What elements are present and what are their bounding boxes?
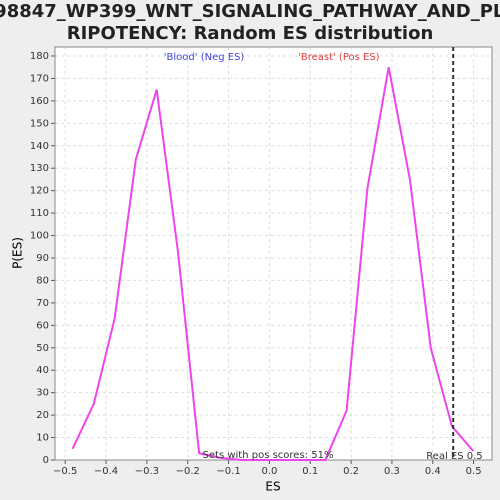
x-tick-label: 0.1 bbox=[302, 466, 318, 477]
y-tick-label: 70 bbox=[36, 298, 49, 309]
y-tick-label: 10 bbox=[36, 433, 49, 444]
x-axis-label: ES bbox=[265, 480, 280, 494]
y-tick-label: 110 bbox=[30, 208, 49, 219]
x-tick-label: 0.3 bbox=[384, 466, 400, 477]
y-tick-label: 30 bbox=[36, 388, 49, 399]
y-tick-label: 150 bbox=[30, 118, 49, 129]
y-tick-label: 40 bbox=[36, 365, 49, 376]
y-tick-label: 120 bbox=[30, 186, 49, 197]
x-tick-label: 0.2 bbox=[343, 466, 359, 477]
y-tick-label: 60 bbox=[36, 320, 49, 331]
real-es-label: Real ES 0.5 bbox=[426, 451, 482, 462]
y-tick-label: 140 bbox=[30, 141, 49, 152]
pos-label: 'Breast' (Pos ES) bbox=[298, 52, 380, 63]
x-tick-label: 0.4 bbox=[425, 466, 441, 477]
plot-area bbox=[55, 47, 492, 460]
y-tick-label: 0 bbox=[43, 455, 49, 466]
series-line bbox=[71, 67, 474, 461]
chart-title: 198847_WP399_WNT_SIGNALING_PATHWAY_AND_P… bbox=[0, 1, 500, 22]
y-tick-label: 160 bbox=[30, 96, 49, 107]
x-tick-label: −0.1 bbox=[216, 466, 240, 477]
neg-label: 'Blood' (Neg ES) bbox=[164, 52, 245, 63]
y-tick-label: 170 bbox=[30, 73, 49, 84]
y-tick-label: 100 bbox=[30, 231, 49, 242]
y-tick-label: 50 bbox=[36, 343, 49, 354]
y-tick-label: 80 bbox=[36, 275, 49, 286]
y-axis-label: P(ES) bbox=[11, 237, 25, 269]
x-tick-label: −0.4 bbox=[94, 466, 118, 477]
y-tick-label: 130 bbox=[30, 163, 49, 174]
x-tick-label: 0.5 bbox=[466, 466, 482, 477]
y-tick-label: 180 bbox=[30, 51, 49, 62]
y-tick-label: 20 bbox=[36, 410, 49, 421]
pos-scores-note: Sets with pos scores: 51% bbox=[203, 450, 334, 461]
x-tick-label: −0.2 bbox=[176, 466, 200, 477]
chart-title: RIPOTENCY: Random ES distribution bbox=[67, 23, 434, 44]
x-tick-label: −0.3 bbox=[135, 466, 159, 477]
y-tick-label: 90 bbox=[36, 253, 49, 264]
x-tick-label: 0.0 bbox=[261, 466, 277, 477]
x-tick-label: −0.5 bbox=[53, 466, 77, 477]
